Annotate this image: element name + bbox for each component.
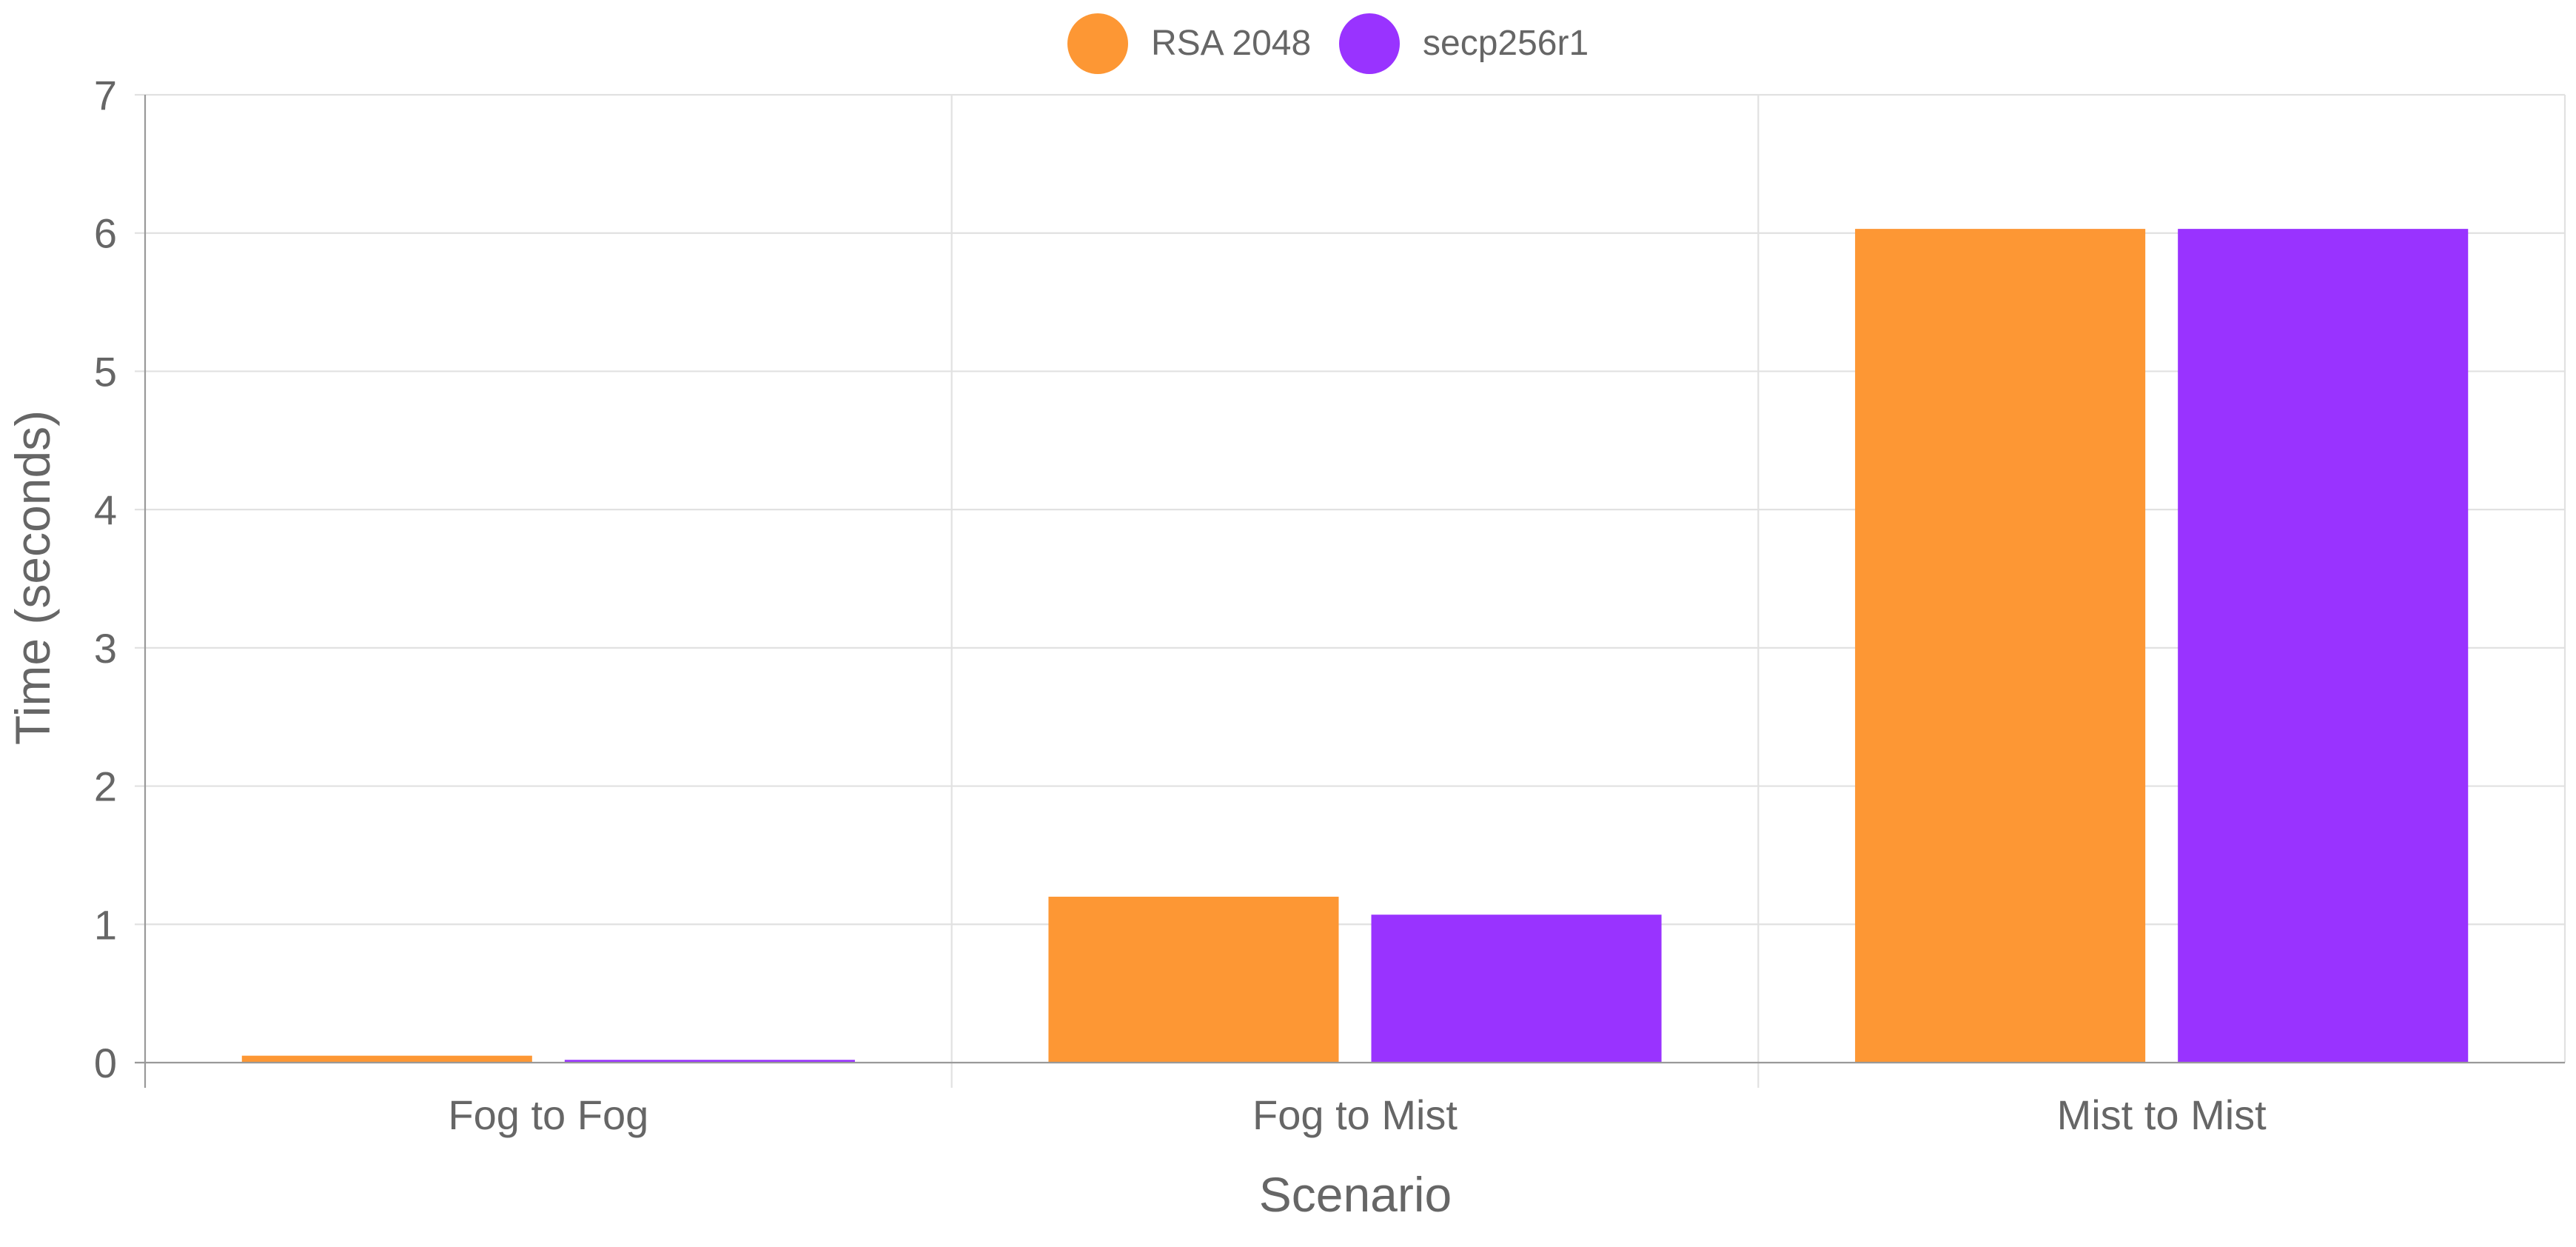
gridlines [135,93,2566,1088]
y-tick-label: 1 [94,901,117,948]
bar-secp256r1-fog-to-mist[interactable] [1371,915,1662,1063]
bar-secp256r1-mist-to-mist[interactable] [2178,229,2469,1063]
axes [135,95,2565,1088]
x-tick-label: Fog to Mist [1252,1091,1458,1138]
bar-rsa-2048-fog-to-fog[interactable] [241,1055,532,1063]
y-tick-label: 5 [94,348,117,395]
y-tick-label: 2 [94,763,117,810]
legend-label: secp256r1 [1423,24,1589,63]
y-tick-label: 4 [94,487,117,533]
y-tick-label: 7 [94,72,117,118]
bar-secp256r1-fog-to-fog[interactable] [564,1060,855,1063]
x-tick-label: Fog to Fog [448,1091,648,1138]
legend-swatch [1339,13,1400,74]
x-tick-labels: Fog to Fog Fog to Mist Mist to Mist [448,1091,2267,1138]
legend-item-secp256r1[interactable]: secp256r1 [1339,13,1589,74]
y-tick-label: 6 [94,210,117,257]
legend-label: RSA 2048 [1151,24,1311,63]
x-axis-title: Scenario [1259,1167,1452,1222]
bar-rsa-2048-fog-to-mist[interactable] [1048,896,1339,1063]
legend[interactable]: RSA 2048 secp256r1 [1067,13,1589,74]
y-tick-label: 3 [94,625,117,672]
legend-swatch [1067,13,1128,74]
bar-rsa-2048-mist-to-mist[interactable] [1855,229,2146,1063]
bars [241,229,2469,1063]
legend-item-rsa-2048[interactable]: RSA 2048 [1067,13,1311,74]
x-tick-label: Mist to Mist [2057,1091,2267,1138]
y-tick-label: 0 [94,1040,117,1086]
y-tick-labels: 0 1 2 3 4 5 6 7 [94,72,117,1086]
y-axis-title: Time (seconds) [5,410,60,745]
